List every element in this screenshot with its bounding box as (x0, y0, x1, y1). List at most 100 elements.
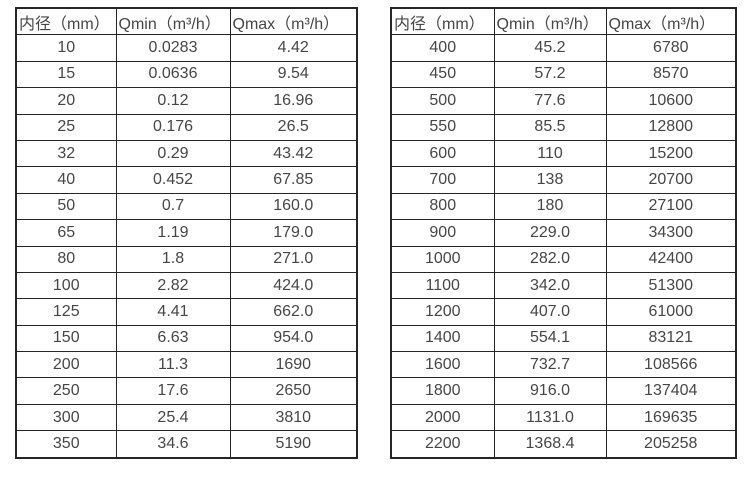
table-cell: 43.42 (229, 139, 358, 168)
flow-rate-tables-container: 内径（mm） Qmin（m³/h） Qmax（m³/h） 10 0.0283 4.42 1… (15, 7, 737, 459)
table-cell: 1600 (390, 351, 495, 379)
table-cell: 700 (390, 166, 495, 194)
table-cell: 662.0 (229, 298, 358, 326)
table-cell: 0.29 (115, 139, 231, 168)
table-row: 500 77.6 10600 (390, 87, 737, 115)
table-cell: 51300 (605, 271, 737, 300)
table-cell: 200 (15, 351, 117, 379)
table-cell: 554.1 (493, 324, 607, 353)
table-cell: 169635 (605, 403, 737, 432)
table-row: 15 0.0636 9.54 (15, 60, 358, 89)
table-cell: 0.7 (115, 192, 231, 221)
table-row: 40 0.452 67.85 (15, 166, 358, 194)
table-cell: 600 (390, 139, 495, 168)
table-cell: 550 (390, 113, 495, 141)
table-header-row: 内径（mm） Qmin（m³/h） Qmax（m³/h） (390, 7, 737, 36)
table-cell: 916.0 (493, 377, 607, 405)
table-cell: 85.5 (493, 113, 607, 141)
table-cell: 34.6 (115, 430, 231, 459)
table-cell: 138 (493, 166, 607, 194)
table-cell: 1000 (390, 245, 495, 273)
table-cell: 900 (390, 219, 495, 247)
table-row: 65 1.19 179.0 (15, 219, 358, 247)
table-cell: 26.5 (229, 113, 358, 141)
table-row: 32 0.29 43.42 (15, 139, 358, 168)
column-header-1: Qmin（m³/h） (115, 7, 231, 36)
table-cell: 11.3 (115, 351, 231, 379)
table-cell: 4.42 (229, 34, 358, 62)
table-cell: 125 (15, 298, 117, 326)
table-row: 1600 732.7 108566 (390, 351, 737, 379)
table-row: 80 1.8 271.0 (15, 245, 358, 273)
table-cell: 6.63 (115, 324, 231, 353)
table-row: 700 138 20700 (390, 166, 737, 194)
table-cell: 45.2 (493, 34, 607, 62)
table-cell: 32 (15, 139, 117, 168)
table-cell: 424.0 (229, 271, 358, 300)
table-cell: 0.12 (115, 87, 231, 115)
table-cell: 0.176 (115, 113, 231, 141)
table-row: 20 0.12 16.96 (15, 87, 358, 115)
table-cell: 150 (15, 324, 117, 353)
table-cell: 8570 (605, 60, 737, 89)
table-cell: 2650 (229, 377, 358, 405)
table-cell: 6780 (605, 34, 737, 62)
table-cell: 20700 (605, 166, 737, 194)
table-cell: 15 (15, 60, 117, 89)
table-cell: 77.6 (493, 87, 607, 115)
table-cell: 20 (15, 87, 117, 115)
table-cell: 300 (15, 403, 117, 432)
table-cell: 400 (390, 34, 495, 62)
table-cell: 282.0 (493, 245, 607, 273)
table-cell: 160.0 (229, 192, 358, 221)
table-cell: 180 (493, 192, 607, 221)
table-cell: 110 (493, 139, 607, 168)
table-row: 150 6.63 954.0 (15, 324, 358, 353)
table-row: 450 57.2 8570 (390, 60, 737, 89)
table-cell: 17.6 (115, 377, 231, 405)
table-cell: 500 (390, 87, 495, 115)
table-row: 550 85.5 12800 (390, 113, 737, 141)
table-cell: 1690 (229, 351, 358, 379)
table-cell: 179.0 (229, 219, 358, 247)
table-row: 200 11.3 1690 (15, 351, 358, 379)
table-cell: 57.2 (493, 60, 607, 89)
column-header-2: Qmax（m³/h） (229, 7, 358, 36)
table-cell: 800 (390, 192, 495, 221)
table-cell: 0.0636 (115, 60, 231, 89)
table-cell: 205258 (605, 430, 737, 459)
table-cell: 25.4 (115, 403, 231, 432)
table-row: 2200 1368.4 205258 (390, 430, 737, 459)
table-row: 350 34.6 5190 (15, 430, 358, 459)
table-cell: 10 (15, 34, 117, 62)
table-cell: 2200 (390, 430, 495, 459)
table-cell: 15200 (605, 139, 737, 168)
table-cell: 3810 (229, 403, 358, 432)
table-cell: 1131.0 (493, 403, 607, 432)
table-cell: 65 (15, 219, 117, 247)
table-cell: 250 (15, 377, 117, 405)
table-cell: 137404 (605, 377, 737, 405)
table-cell: 271.0 (229, 245, 358, 273)
table-row: 10 0.0283 4.42 (15, 34, 358, 62)
table-cell: 1.19 (115, 219, 231, 247)
table-cell: 342.0 (493, 271, 607, 300)
table-cell: 1.8 (115, 245, 231, 273)
column-header-0: 内径（mm） (390, 7, 495, 36)
table-cell: 42400 (605, 245, 737, 273)
table-cell: 732.7 (493, 351, 607, 379)
table-cell: 108566 (605, 351, 737, 379)
table-cell: 229.0 (493, 219, 607, 247)
column-header-0: 内径（mm） (15, 7, 117, 36)
table-cell: 10600 (605, 87, 737, 115)
table-cell: 40 (15, 166, 117, 194)
table-cell: 12800 (605, 113, 737, 141)
table-row: 1800 916.0 137404 (390, 377, 737, 405)
table-cell: 0.0283 (115, 34, 231, 62)
table-row: 50 0.7 160.0 (15, 192, 358, 221)
table-cell: 34300 (605, 219, 737, 247)
table-cell: 350 (15, 430, 117, 459)
flow-rate-table-large-diameters: 内径（mm） Qmin（m³/h） Qmax（m³/h） 400 45.2 6780 45… (390, 7, 737, 459)
table-row: 25 0.176 26.5 (15, 113, 358, 141)
table-row: 900 229.0 34300 (390, 219, 737, 247)
